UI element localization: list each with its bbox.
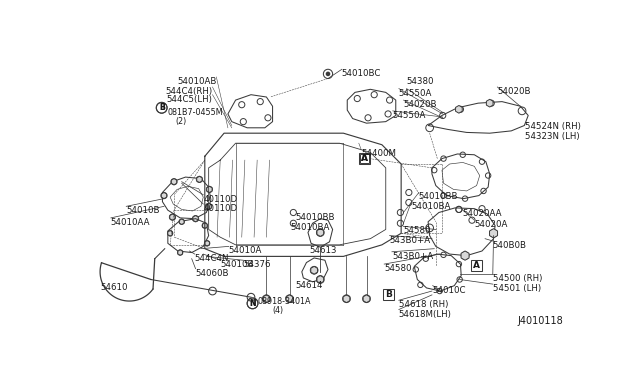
- Text: 544C4(RH): 544C4(RH): [165, 87, 212, 96]
- Text: B: B: [385, 290, 392, 299]
- Text: 081B7-0455M: 081B7-0455M: [168, 108, 223, 117]
- Text: B: B: [159, 103, 164, 112]
- Text: 54010BB: 54010BB: [296, 212, 335, 221]
- Text: 40110D: 40110D: [204, 204, 237, 213]
- Polygon shape: [172, 179, 177, 185]
- Text: 54020A: 54020A: [474, 220, 508, 229]
- Text: 54020B: 54020B: [497, 87, 531, 96]
- Text: 54010AA: 54010AA: [111, 218, 150, 227]
- Text: 54501 (LH): 54501 (LH): [493, 284, 541, 293]
- Text: 54010BB: 54010BB: [419, 192, 458, 202]
- Polygon shape: [179, 219, 184, 224]
- Polygon shape: [363, 295, 370, 302]
- Polygon shape: [486, 99, 493, 107]
- Polygon shape: [490, 229, 497, 238]
- Text: A: A: [361, 154, 368, 163]
- Text: (4): (4): [273, 307, 284, 315]
- Polygon shape: [207, 186, 212, 192]
- Text: A: A: [473, 261, 480, 270]
- Text: 54550A: 54550A: [399, 89, 432, 97]
- Text: 54618M(LH): 54618M(LH): [399, 310, 452, 318]
- Polygon shape: [168, 231, 173, 236]
- Polygon shape: [161, 192, 166, 199]
- Text: N: N: [250, 299, 256, 308]
- Polygon shape: [205, 241, 209, 246]
- Polygon shape: [206, 203, 211, 209]
- Text: 54614: 54614: [296, 281, 323, 290]
- Text: 40110D: 40110D: [204, 195, 237, 204]
- Text: 54010B: 54010B: [220, 260, 253, 269]
- Polygon shape: [196, 176, 202, 183]
- Text: (2): (2): [175, 117, 187, 126]
- Text: 54613: 54613: [310, 246, 337, 256]
- Text: 54060B: 54060B: [196, 269, 229, 278]
- Text: 543B0+A: 543B0+A: [390, 235, 431, 245]
- Text: 54010AB: 54010AB: [177, 77, 216, 86]
- Text: 54524N (RH): 54524N (RH): [525, 122, 581, 131]
- Text: B: B: [159, 103, 164, 112]
- Text: 543B0+A: 543B0+A: [392, 252, 433, 261]
- Polygon shape: [178, 250, 182, 255]
- Text: 54020AA: 54020AA: [462, 209, 502, 218]
- Text: 54550A: 54550A: [393, 111, 426, 120]
- Text: 544C4N: 544C4N: [195, 254, 229, 263]
- Text: 54020B: 54020B: [403, 100, 437, 109]
- Polygon shape: [263, 295, 269, 302]
- Text: 54380: 54380: [406, 77, 434, 86]
- Text: N: N: [250, 299, 256, 308]
- Text: 54376: 54376: [243, 260, 271, 269]
- Text: A: A: [361, 154, 368, 163]
- Text: 54010BA: 54010BA: [411, 202, 451, 212]
- Polygon shape: [170, 214, 175, 220]
- Polygon shape: [461, 251, 469, 260]
- Text: 54500 (RH): 54500 (RH): [493, 274, 542, 283]
- Text: 54323N (LH): 54323N (LH): [525, 132, 580, 141]
- Text: 54580: 54580: [384, 264, 412, 273]
- Text: 544C5(LH): 544C5(LH): [166, 95, 212, 104]
- Polygon shape: [317, 276, 324, 283]
- Polygon shape: [317, 229, 324, 236]
- Polygon shape: [286, 295, 293, 302]
- Text: 54010BC: 54010BC: [342, 69, 381, 78]
- Text: 08918-3401A: 08918-3401A: [257, 297, 310, 306]
- Text: 54400M: 54400M: [361, 150, 396, 158]
- Text: 54010B: 54010B: [126, 206, 160, 215]
- Circle shape: [326, 71, 330, 76]
- Text: 54618 (RH): 54618 (RH): [399, 300, 448, 309]
- Text: 54010BA: 54010BA: [291, 223, 330, 232]
- Polygon shape: [343, 295, 350, 302]
- Text: J4010118: J4010118: [517, 316, 563, 326]
- Polygon shape: [456, 106, 462, 113]
- Text: 54580: 54580: [403, 226, 431, 235]
- Text: 54010C: 54010C: [433, 286, 466, 295]
- Text: 54610: 54610: [100, 283, 127, 292]
- Text: 540B0B: 540B0B: [493, 241, 527, 250]
- Polygon shape: [311, 266, 317, 274]
- Polygon shape: [202, 223, 207, 228]
- Polygon shape: [193, 216, 198, 222]
- Text: 54010A: 54010A: [228, 246, 262, 256]
